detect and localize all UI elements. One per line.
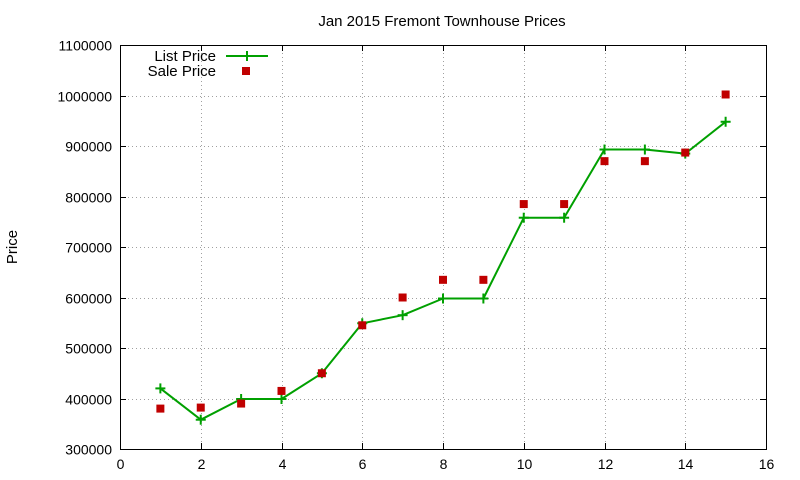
series-layer	[155, 90, 731, 425]
data-point-list-price	[478, 293, 489, 304]
plot-frame	[120, 45, 767, 450]
grid-layer	[120, 45, 766, 449]
y-tick-label: 900000	[65, 139, 112, 155]
y-tick-label: 800000	[65, 190, 112, 206]
x-tick-label: 0	[117, 456, 125, 472]
data-point-sale-price	[600, 157, 609, 166]
data-point-list-price	[195, 414, 206, 425]
y-tick-label: 700000	[65, 240, 112, 256]
data-point-sale-price	[519, 200, 528, 209]
legend-marker-sale-price	[242, 67, 250, 75]
data-point-sale-price	[358, 321, 367, 330]
data-point-sale-price	[156, 404, 165, 413]
legend-label-sale-price: Sale Price	[148, 63, 216, 80]
x-tick-label: 10	[517, 456, 533, 472]
data-point-sale-price	[439, 275, 447, 284]
data-point-sale-price	[277, 386, 286, 395]
data-point-sale-price	[317, 369, 326, 378]
data-point-sale-price	[398, 293, 407, 302]
y-tick-label: 400000	[65, 392, 112, 408]
y-tick-label: 500000	[65, 341, 112, 357]
legend: List Price Sale Price	[148, 48, 268, 80]
series-line-list-price	[159, 121, 727, 421]
x-tick-label: 8	[440, 456, 448, 472]
data-point-list-price	[276, 394, 287, 405]
data-point-sale-price	[237, 399, 246, 408]
x-tick-label: 6	[359, 456, 367, 472]
y-tick-label: 1100000	[59, 38, 113, 54]
data-point-sale-price	[196, 403, 205, 412]
data-point-list-price	[155, 383, 166, 394]
x-tick-label: 4	[279, 456, 287, 472]
data-point-sale-price	[721, 90, 730, 99]
data-point-sale-price	[681, 148, 690, 157]
label-layer: Jan 2015 Fremont Townhouse Prices Price	[4, 13, 566, 264]
data-point-list-price	[720, 116, 731, 127]
data-point-sale-price	[479, 275, 488, 284]
data-point-list-price	[599, 144, 610, 155]
x-tick-label: 12	[598, 456, 614, 472]
data-point-sale-price	[560, 200, 569, 209]
legend-label-list-price: List Price	[154, 48, 216, 65]
y-axis-label: Price	[4, 230, 21, 264]
y-tick-label: 1000000	[57, 89, 112, 105]
data-point-list-price	[639, 144, 650, 155]
y-tick-label: 300000	[65, 442, 112, 458]
x-tick-label: 16	[759, 456, 775, 472]
axis-layer: 0 2 4 6 8 10 12 14 16 300000 400000 500000 600000 700…	[57, 38, 774, 473]
y-tick-label: 600000	[65, 291, 112, 307]
x-tick-label: 14	[678, 456, 694, 472]
data-point-list-price	[438, 293, 448, 304]
x-tick-label: 2	[198, 456, 206, 472]
data-point-list-price	[397, 310, 408, 321]
data-point-list-price	[518, 212, 529, 223]
data-point-sale-price	[640, 157, 649, 166]
chart-title: Jan 2015 Fremont Townhouse Prices	[318, 13, 565, 30]
data-point-list-price	[559, 212, 570, 223]
